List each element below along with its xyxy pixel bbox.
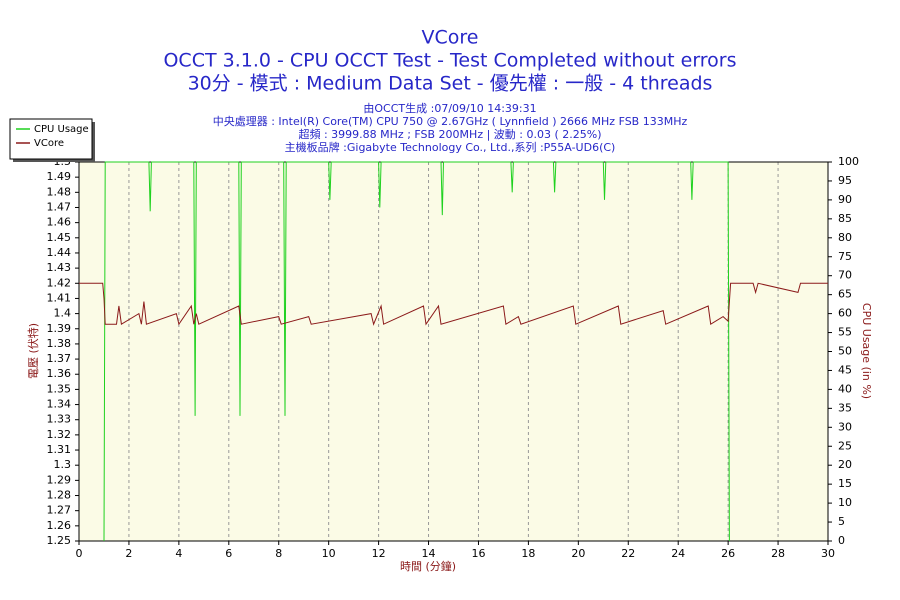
x-tick-label: 14 bbox=[422, 547, 436, 560]
y-tick-label: 1.3 bbox=[54, 458, 72, 471]
y2-tick-label: 85 bbox=[838, 212, 852, 225]
y-tick-label: 1.35 bbox=[47, 382, 72, 395]
y2-tick-label: 20 bbox=[838, 458, 852, 471]
y-tick-label: 1.27 bbox=[47, 504, 72, 517]
legend-label: CPU Usage bbox=[34, 124, 89, 135]
x-tick-label: 22 bbox=[621, 547, 635, 560]
y-tick-label: 1.4 bbox=[54, 307, 72, 320]
legend-label: VCore bbox=[34, 138, 64, 149]
x-tick-label: 18 bbox=[521, 547, 535, 560]
y2-tick-label: 0 bbox=[838, 534, 845, 547]
x-tick-label: 0 bbox=[76, 547, 83, 560]
info-line: 中央處理器 : Intel(R) Core(TM) CPU 750 @ 2.67… bbox=[213, 114, 688, 128]
x-tick-label: 12 bbox=[372, 547, 386, 560]
x-tick-label: 26 bbox=[721, 547, 735, 560]
y-tick-label: 1.47 bbox=[47, 200, 72, 213]
y-tick-label: 1.34 bbox=[47, 398, 72, 411]
y2-tick-label: 90 bbox=[838, 193, 852, 206]
plot-area bbox=[79, 162, 828, 541]
y2-tick-label: 35 bbox=[838, 401, 852, 414]
chart-subtitle: 30分 - 模式 : Medium Data Set - 優先權 : 一般 - … bbox=[188, 73, 713, 95]
y2-tick-label: 80 bbox=[838, 231, 852, 244]
y-tick-label: 1.28 bbox=[47, 489, 72, 502]
y2-tick-label: 60 bbox=[838, 307, 852, 320]
x-tick-label: 24 bbox=[671, 547, 685, 560]
y2-tick-label: 55 bbox=[838, 326, 852, 339]
x-tick-label: 30 bbox=[821, 547, 835, 560]
y2-axis-label: CPU Usage (in %) bbox=[860, 303, 873, 399]
y2-tick-label: 70 bbox=[838, 269, 852, 282]
info-line: 主機板品牌 :Gigabyte Technology Co., Ltd.,系列 … bbox=[285, 140, 616, 154]
x-tick-label: 2 bbox=[125, 547, 132, 560]
y-axis-label: 電壓 (伏特) bbox=[26, 323, 40, 379]
y-tick-label: 1.33 bbox=[47, 413, 72, 426]
y2-tick-label: 40 bbox=[838, 382, 852, 395]
chart-subtitle: OCCT 3.1.0 - CPU OCCT Test - Test Comple… bbox=[163, 50, 736, 72]
y-tick-label: 1.36 bbox=[47, 367, 72, 380]
y-tick-label: 1.43 bbox=[47, 261, 72, 274]
y2-tick-label: 45 bbox=[838, 363, 852, 376]
y-tick-label: 1.45 bbox=[47, 231, 72, 244]
y2-tick-label: 10 bbox=[838, 496, 852, 509]
info-line: 超頻 : 3999.88 MHz ; FSB 200MHz | 波動 : 0.0… bbox=[298, 127, 601, 141]
y2-tick-label: 25 bbox=[838, 439, 852, 452]
y2-tick-label: 30 bbox=[838, 420, 852, 433]
y2-tick-label: 15 bbox=[838, 477, 852, 490]
y-tick-label: 1.48 bbox=[47, 185, 72, 198]
legend bbox=[9, 118, 93, 160]
x-tick-label: 4 bbox=[175, 547, 182, 560]
data-line bbox=[79, 282, 828, 326]
info-line: 由OCCT生成 :07/09/10 14:39:31 bbox=[363, 101, 536, 115]
data-line bbox=[103, 161, 730, 542]
chart-title: VCore bbox=[422, 27, 479, 49]
y2-tick-label: 65 bbox=[838, 288, 852, 301]
y-tick-label: 1.39 bbox=[47, 322, 72, 335]
y-tick-label: 1.29 bbox=[47, 473, 72, 486]
y-tick-label: 1.31 bbox=[47, 443, 72, 456]
y-tick-label: 1.41 bbox=[47, 291, 72, 304]
y2-tick-label: 5 bbox=[838, 515, 845, 528]
y-tick-label: 1.32 bbox=[47, 428, 72, 441]
y2-tick-label: 50 bbox=[838, 345, 852, 358]
x-tick-label: 6 bbox=[225, 547, 232, 560]
y-tick-label: 1.26 bbox=[47, 519, 72, 532]
y-tick-label: 1.44 bbox=[47, 246, 72, 259]
y-tick-label: 1.37 bbox=[47, 352, 72, 365]
x-tick-label: 8 bbox=[275, 547, 282, 560]
y2-tick-label: 100 bbox=[838, 155, 859, 168]
x-tick-label: 10 bbox=[322, 547, 336, 560]
y-tick-label: 1.25 bbox=[47, 534, 72, 547]
x-axis-label: 時間 (分鐘) bbox=[400, 559, 456, 573]
y-tick-label: 1.49 bbox=[47, 170, 72, 183]
x-tick-label: 20 bbox=[571, 547, 585, 560]
y-tick-label: 1.42 bbox=[47, 276, 72, 289]
y-tick-label: 1.46 bbox=[47, 216, 72, 229]
y2-tick-label: 75 bbox=[838, 250, 852, 263]
y-tick-label: 1.38 bbox=[47, 337, 72, 350]
y2-tick-label: 95 bbox=[838, 174, 852, 187]
x-tick-label: 16 bbox=[471, 547, 485, 560]
x-tick-label: 28 bbox=[771, 547, 785, 560]
